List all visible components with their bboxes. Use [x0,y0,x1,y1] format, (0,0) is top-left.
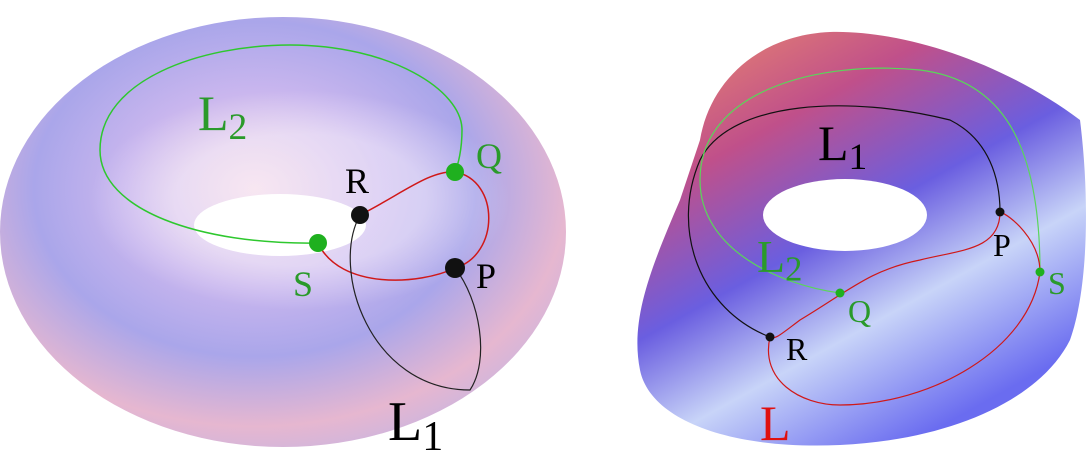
label-text: L [388,391,422,452]
point-label: S [293,264,313,304]
label-text: Q [848,293,871,329]
band [637,32,1086,446]
label-subscript: 1 [849,137,868,178]
point-label: Q [848,293,871,329]
label-text: Q [476,136,502,176]
point-label: L [760,395,791,451]
point-label: R [786,331,808,367]
point-label: P [993,227,1011,263]
point-label: R [345,161,369,201]
label-text: R [786,331,808,367]
label-text: P [476,256,496,296]
point-label: P [476,256,496,296]
figure: L2QRSPL1L1L2PSQRL [0,0,1091,452]
label-subscript: 2 [229,107,248,148]
label-subscript: 1 [422,414,443,452]
label-text: P [993,227,1011,263]
label-subscript: 2 [785,250,802,288]
torus [0,17,566,447]
label-text: L [198,85,229,141]
label-text: L [757,231,785,282]
label-text: L [818,115,849,171]
point-label: Q [476,136,502,176]
label-text: S [293,264,313,304]
point-label: S [1048,265,1066,301]
label-text: R [345,161,369,201]
label-text: S [1048,265,1066,301]
label-text: L [760,395,791,451]
